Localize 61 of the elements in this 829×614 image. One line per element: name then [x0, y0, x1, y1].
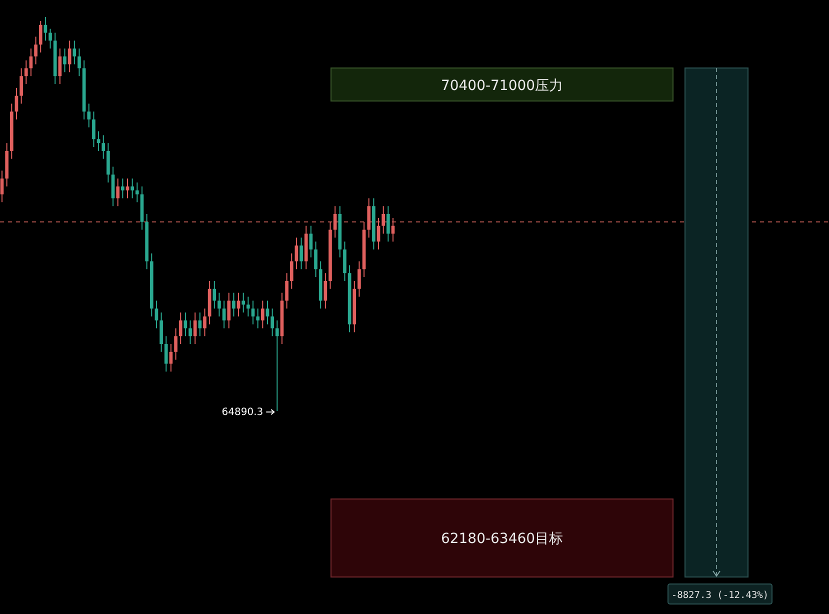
candlestick	[382, 206, 386, 234]
candlestick	[44, 16, 48, 42]
candlestick	[193, 312, 197, 345]
candlestick	[300, 237, 303, 270]
candlestick	[246, 296, 250, 317]
annotation: 64890.3	[222, 407, 264, 418]
candlestick	[290, 252, 294, 290]
candlestick	[294, 237, 298, 270]
candlestick	[116, 178, 120, 207]
candlestick	[367, 198, 371, 238]
candlestick	[275, 320, 279, 412]
candlestick	[121, 178, 124, 199]
candlestick	[174, 328, 178, 360]
candlestick	[0, 170, 4, 203]
text: 70400-71000压力	[440, 78, 564, 94]
text: 62180-63460目标	[440, 531, 564, 547]
candlestick	[232, 292, 236, 317]
candlestick	[20, 68, 23, 104]
candlestick	[48, 28, 52, 50]
candlestick	[184, 312, 188, 337]
text: -8827.3 (-12.43%)	[671, 590, 769, 601]
candlestick	[72, 40, 76, 65]
candlestick	[251, 300, 255, 325]
candlestick	[227, 292, 231, 329]
candlestick	[135, 182, 139, 203]
candlestick	[68, 40, 72, 73]
candlestick	[309, 225, 313, 258]
candlestick	[87, 103, 91, 128]
candlestick	[203, 308, 206, 337]
candlestick	[78, 48, 81, 77]
candlestick	[222, 300, 226, 329]
candlestick	[38, 20, 42, 53]
candlestick	[236, 292, 240, 317]
candlestick	[358, 260, 361, 298]
candlestick	[333, 206, 337, 238]
candlestick	[102, 134, 106, 160]
candlestick	[92, 111, 96, 148]
candlestick	[178, 312, 182, 345]
candlestick	[126, 178, 130, 199]
candlestick	[386, 206, 390, 242]
candlestick	[160, 312, 163, 352]
candlestick	[266, 300, 270, 325]
candlestick	[198, 312, 202, 337]
candlestick	[130, 178, 134, 199]
candlestick	[242, 292, 246, 313]
candlestick	[212, 280, 216, 310]
candlestick	[106, 142, 110, 183]
candlestick	[24, 60, 28, 84]
candlestick	[188, 320, 192, 345]
candlestick	[164, 336, 168, 372]
candlestick	[63, 48, 66, 73]
candlestick	[34, 36, 38, 65]
candlestick	[96, 130, 100, 152]
candlestick	[261, 300, 264, 329]
candlestick	[343, 241, 346, 282]
candlestick	[218, 292, 221, 317]
candlestick	[256, 308, 260, 329]
candlestick	[270, 308, 274, 337]
candlestick	[285, 272, 288, 310]
candlestick	[314, 241, 318, 278]
candlestick	[154, 300, 158, 329]
